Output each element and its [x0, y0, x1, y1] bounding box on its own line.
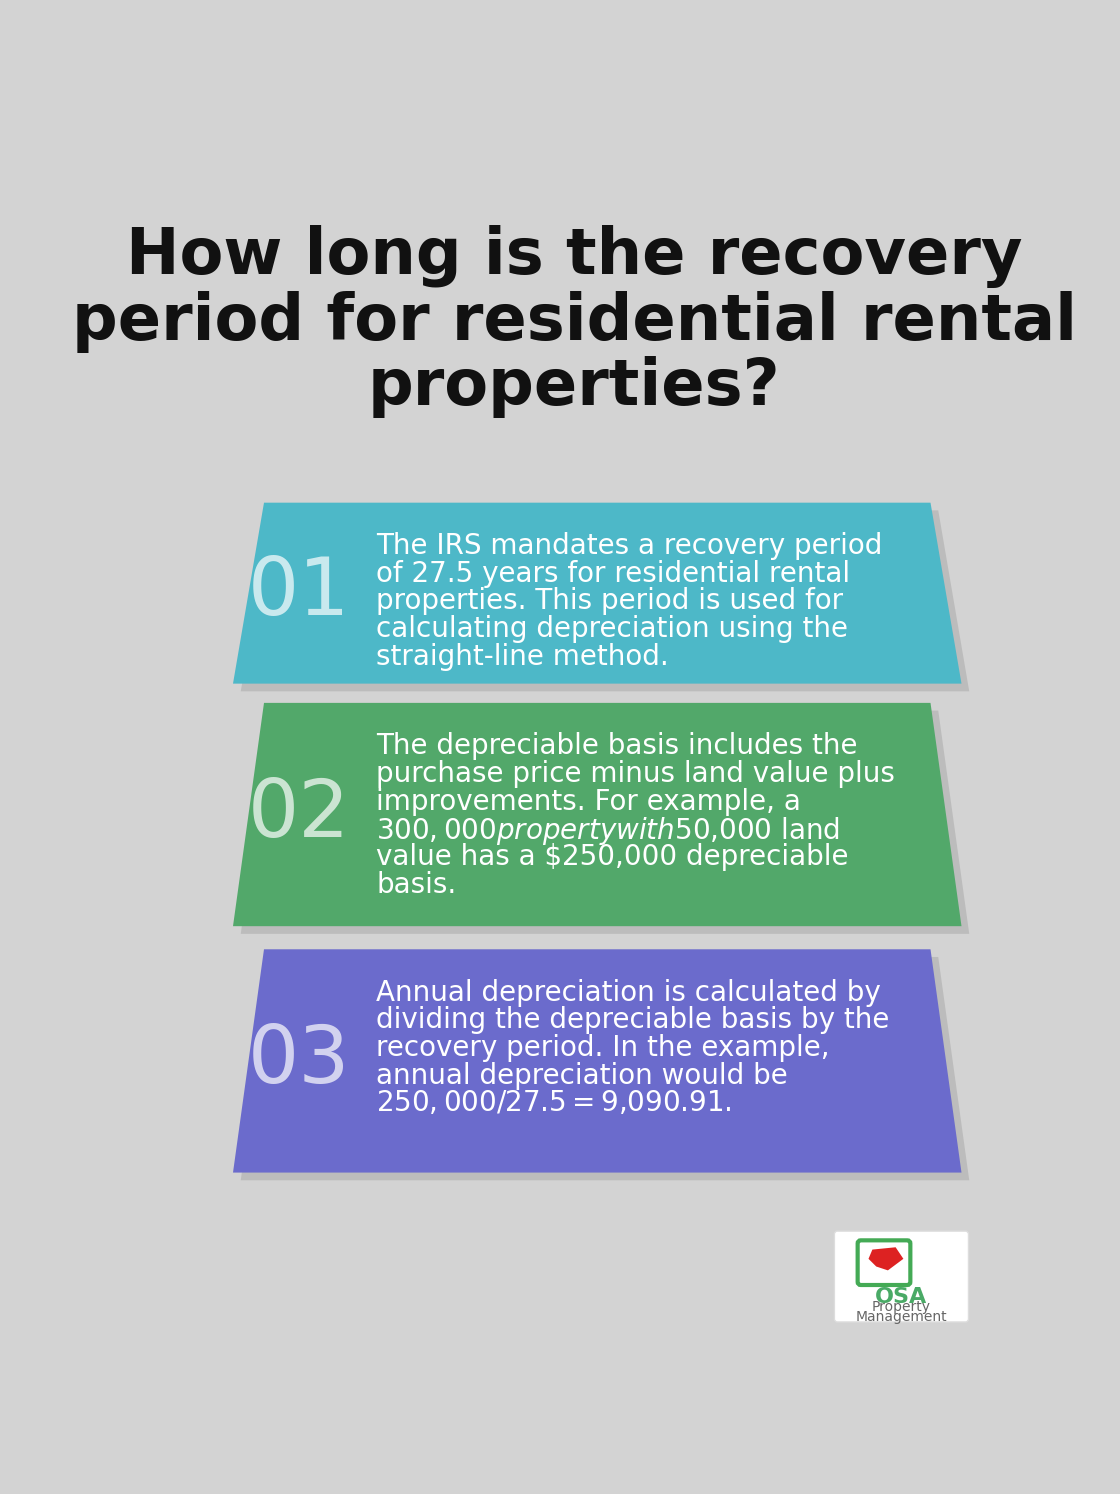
Text: Property: Property: [872, 1300, 931, 1315]
Text: basis.: basis.: [376, 871, 457, 899]
Text: calculating depreciation using the: calculating depreciation using the: [376, 616, 848, 642]
Text: Management: Management: [856, 1310, 948, 1324]
FancyBboxPatch shape: [834, 1231, 969, 1322]
Text: properties?: properties?: [367, 357, 781, 418]
Text: $250,000 / 27.5 = $9,090.91.: $250,000 / 27.5 = $9,090.91.: [376, 1089, 732, 1118]
Polygon shape: [241, 511, 969, 692]
Polygon shape: [241, 711, 969, 934]
Text: 03: 03: [248, 1022, 351, 1100]
Text: straight-line method.: straight-line method.: [376, 642, 669, 671]
Text: period for residential rental: period for residential rental: [72, 291, 1076, 353]
Text: value has a $250,000 depreciable: value has a $250,000 depreciable: [376, 843, 849, 871]
Text: The depreciable basis includes the: The depreciable basis includes the: [376, 732, 858, 760]
Polygon shape: [241, 958, 969, 1180]
Text: dividing the depreciable basis by the: dividing the depreciable basis by the: [376, 1007, 889, 1034]
Text: The IRS mandates a recovery period: The IRS mandates a recovery period: [376, 532, 883, 560]
Text: OSA: OSA: [876, 1286, 927, 1307]
Text: properties. This period is used for: properties. This period is used for: [376, 587, 843, 616]
Polygon shape: [233, 502, 961, 684]
Text: of 27.5 years for residential rental: of 27.5 years for residential rental: [376, 560, 850, 587]
Polygon shape: [233, 949, 961, 1173]
Text: improvements. For example, a: improvements. For example, a: [376, 787, 801, 816]
Text: purchase price minus land value plus: purchase price minus land value plus: [376, 760, 895, 787]
Text: $300,000 property with $50,000 land: $300,000 property with $50,000 land: [376, 816, 840, 847]
Text: 01: 01: [248, 554, 351, 632]
Text: 02: 02: [248, 775, 351, 853]
Text: annual depreciation would be: annual depreciation would be: [376, 1062, 788, 1089]
Text: How long is the recovery: How long is the recovery: [125, 226, 1023, 288]
Polygon shape: [233, 702, 961, 926]
Text: Annual depreciation is calculated by: Annual depreciation is calculated by: [376, 979, 881, 1007]
Text: recovery period. In the example,: recovery period. In the example,: [376, 1034, 830, 1062]
Polygon shape: [868, 1247, 904, 1270]
